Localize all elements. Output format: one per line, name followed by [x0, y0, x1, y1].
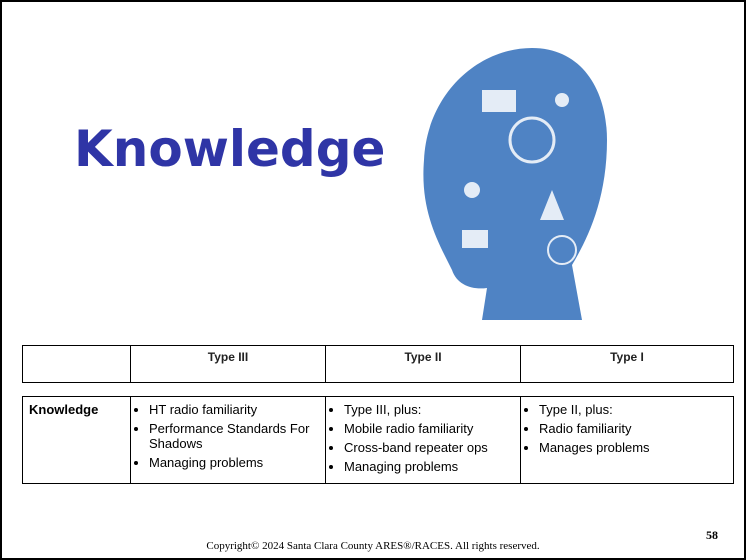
column-header: Type I: [520, 345, 734, 383]
bullet-item: Managing problems: [149, 455, 319, 470]
bullet-item: Manages problems: [539, 440, 727, 455]
bullet-item: Type II, plus:: [539, 402, 727, 417]
bullet-list: Type II, plus: Radio familiarity Manages p…: [527, 402, 727, 455]
head-illustration: [423, 48, 607, 320]
column-header: Type III: [130, 345, 326, 383]
header-table: Type III Type II Type I: [22, 345, 734, 383]
bullet-item: Type III, plus:: [344, 402, 514, 417]
table-cell: Type III, plus: Mobile radio familiarity C…: [325, 396, 521, 484]
column-header: Type II: [325, 345, 521, 383]
slide-title: Knowledge: [74, 120, 386, 178]
bullet-item: HT radio familiarity: [149, 402, 319, 417]
bullet-list: HT radio familiarity Performance Standard…: [137, 402, 319, 470]
bullet-item: Radio familiarity: [539, 421, 727, 436]
bullet-item: Mobile radio familiarity: [344, 421, 514, 436]
page-number: 58: [706, 528, 718, 542]
bullet-item: Performance Standards For Shadows: [149, 421, 319, 451]
table-cell: HT radio familiarity Performance Standard…: [130, 396, 326, 484]
empty-cell: [22, 345, 131, 383]
bullet-item: Cross-band repeater ops: [344, 440, 514, 455]
knowledge-table: Knowledge HT radio familiarity Performance…: [22, 396, 734, 484]
bullet-list: Type III, plus: Mobile radio familiarity C…: [332, 402, 514, 474]
bullet-item: Managing problems: [344, 459, 514, 474]
row-label: Knowledge: [22, 396, 131, 484]
copyright: Copyright© 2024 Santa Clara County ARES®…: [206, 540, 540, 552]
table-cell: Type II, plus: Radio familiarity Manages p…: [520, 396, 734, 484]
